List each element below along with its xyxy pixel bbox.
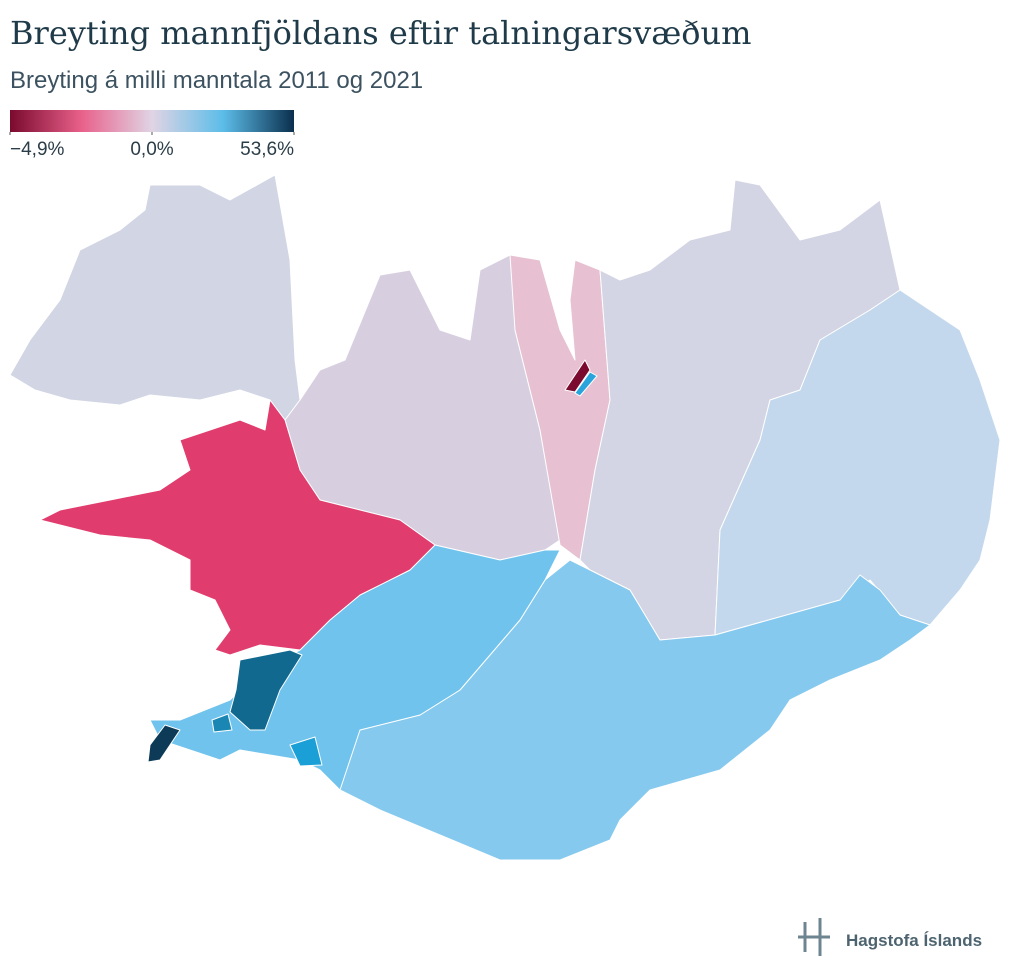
title: Breyting mannfjöldans eftir talningarsvæ… [10, 14, 751, 52]
logo-icon [798, 918, 830, 956]
legend: −4,9% 0,0% 53,6% [9, 132, 295, 160]
legend-label: 53,6% [240, 139, 294, 160]
logo-text: Hagstofa Íslands [846, 931, 982, 950]
subtitle: Breyting á milli manntala 2011 og 2021 [10, 67, 423, 94]
legend-label: 0,0% [130, 139, 173, 160]
region [289, 736, 323, 767]
legend-gradient [10, 110, 294, 132]
map [9, 174, 1001, 861]
region [9, 174, 301, 421]
region [39, 399, 436, 656]
region [574, 371, 598, 397]
legend-label: −4,9% [10, 139, 65, 160]
region [229, 649, 303, 731]
region [211, 713, 233, 733]
region [147, 724, 181, 763]
region [564, 359, 591, 393]
